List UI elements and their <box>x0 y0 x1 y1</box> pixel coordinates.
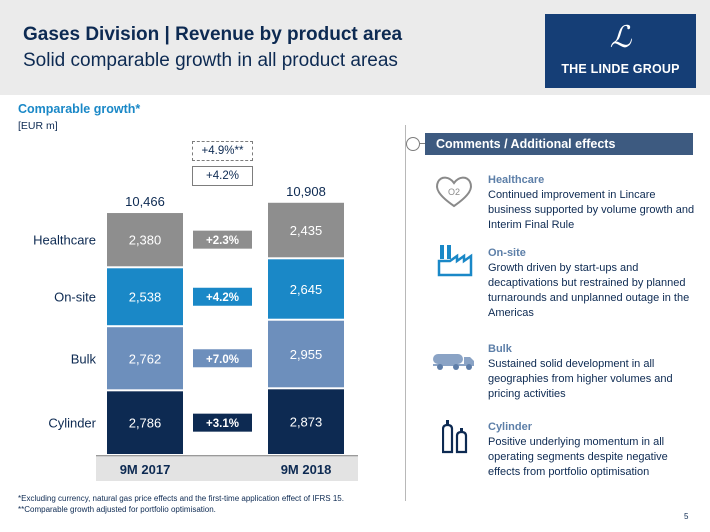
tanker-truck-icon <box>433 354 474 370</box>
data-label: 2,955 <box>290 347 323 362</box>
data-label: 2,873 <box>290 415 323 430</box>
data-label: 2,786 <box>129 416 162 431</box>
comment-heading: On-site <box>488 247 526 259</box>
comment-onsite: On-site Growth driven by start-ups and d… <box>488 246 698 321</box>
bar-segment-bulk <box>268 320 344 388</box>
bar-total-label: 10,466 <box>125 194 165 209</box>
o2-label: O2 <box>448 187 460 197</box>
divider-line <box>405 125 406 501</box>
comment-text: Growth driven by start-ups and decaptiva… <box>488 262 690 319</box>
comment-bulk: Bulk Sustained solid development in all … <box>488 342 698 402</box>
bullet-circle-icon <box>406 137 420 151</box>
category-label-healthcare: Healthcare <box>33 233 96 248</box>
data-label: 2,645 <box>290 282 323 297</box>
bar-segment-on-site <box>107 268 183 326</box>
bar-segment-on-site <box>268 259 344 319</box>
x-axis-band <box>96 457 358 481</box>
comment-cylinder: Cylinder Positive underlying momentum in… <box>488 420 698 480</box>
comment-text: Sustained solid development in all geogr… <box>488 358 673 400</box>
chart-heading: Comparable growth* <box>18 102 141 116</box>
data-label: 2,435 <box>290 223 323 238</box>
bar-segment-healthcare <box>268 202 344 258</box>
heart-o2-icon: O2 <box>435 176 473 208</box>
category-label-bulk: Bulk <box>71 351 97 366</box>
x-axis-line <box>96 455 358 457</box>
chart-unit: [EUR m] <box>18 120 58 132</box>
comment-text: Positive underlying momentum in all oper… <box>488 436 668 478</box>
growth-pill-on-site <box>193 287 252 306</box>
page-title: Gases Division | Revenue by product area <box>23 24 403 45</box>
bar-total-label: 10,908 <box>286 184 326 199</box>
data-label: 2,538 <box>129 290 162 305</box>
comments-banner: Comments / Additional effects <box>425 133 693 155</box>
gas-cylinder-icon <box>442 420 468 454</box>
page-subtitle: Solid comparable growth in all product a… <box>23 50 398 71</box>
revenue-stacked-bar-chart: 2,786 Cylinder +3.1% 2,762 Bulk +7.0% 2,538 On-… <box>33 184 358 481</box>
bar-segment-cylinder <box>268 389 344 454</box>
footnote-2: **Comparable growth adjusted for portfol… <box>18 505 216 514</box>
comparable-growth-box: +4.2% <box>192 166 253 186</box>
linde-logo-mark-icon: ℒ <box>609 20 632 55</box>
factory-icon <box>437 245 473 277</box>
growth-pill-cylinder <box>193 413 252 432</box>
bar-segment-cylinder <box>107 391 183 454</box>
header-bar: Gases Division | Revenue by product area… <box>0 0 710 95</box>
connector-line <box>419 143 426 144</box>
data-label: 2,380 <box>129 233 162 248</box>
growth-pill-label: +4.2% <box>206 292 239 304</box>
page-number: 5 <box>684 512 689 521</box>
growth-pill-label: +3.1% <box>206 418 239 430</box>
comment-heading: Bulk <box>488 343 512 355</box>
total-growth-box: +4.9%** <box>192 141 253 161</box>
comment-text: Continued improvement in Lincare busines… <box>488 189 695 231</box>
linde-logo: ℒ THE LINDE GROUP <box>545 14 696 88</box>
category-label-cylinder: Cylinder <box>48 416 96 431</box>
bar-segment-healthcare <box>107 213 183 267</box>
comment-heading: Healthcare <box>488 174 545 186</box>
growth-pill-healthcare <box>193 230 252 249</box>
logo-text: THE LINDE GROUP <box>561 62 680 76</box>
footnote-1: *Excluding currency, natural gas price e… <box>18 494 344 503</box>
comment-healthcare: Healthcare Continued improvement in Linc… <box>488 173 698 233</box>
growth-pill-bulk <box>193 349 252 368</box>
comment-heading: Cylinder <box>488 421 533 433</box>
data-label: 2,762 <box>129 351 162 366</box>
x-tick-label: 9M 2017 <box>120 462 171 477</box>
growth-pill-label: +2.3% <box>206 235 239 247</box>
x-tick-label: 9M 2018 <box>281 462 332 477</box>
bar-segment-bulk <box>107 327 183 390</box>
category-label-on-site: On-site <box>54 290 96 305</box>
growth-pill-label: +7.0% <box>206 354 239 366</box>
